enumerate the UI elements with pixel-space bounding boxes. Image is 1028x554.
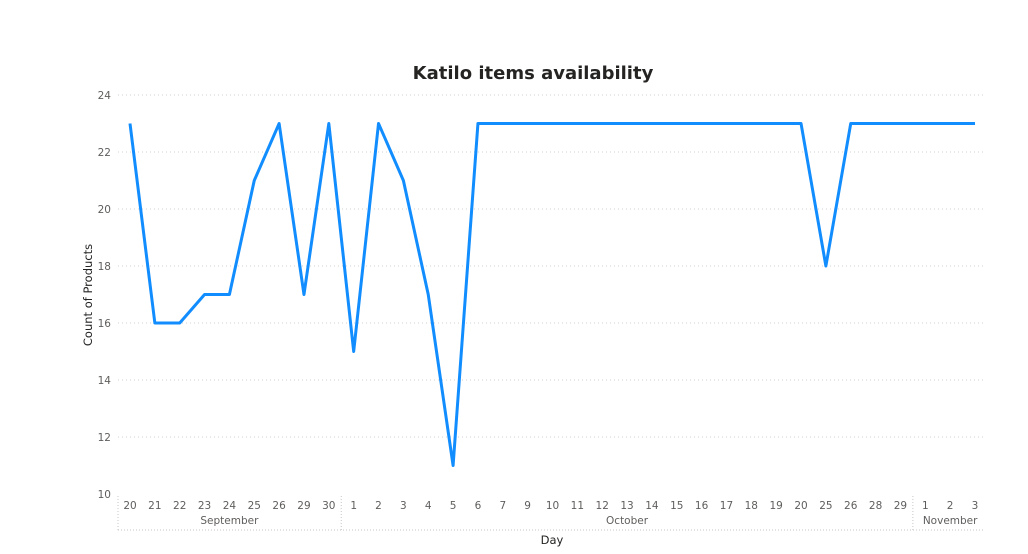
y-axis-ticks: 10 12 14 16 18 20 22 24 — [98, 90, 112, 501]
x-tick-label: 15 — [670, 500, 683, 512]
x-tick-label: 20 — [794, 500, 807, 512]
x-tick-label: 1 — [922, 500, 929, 512]
x-tick-label: 26 — [844, 500, 858, 512]
x-tick-label: 30 — [322, 500, 335, 512]
y-tick-label: 16 — [98, 318, 112, 330]
x-group-label: September — [200, 515, 259, 527]
y-tick-label: 10 — [98, 489, 111, 501]
y-tick-label: 24 — [98, 90, 112, 102]
x-group-label: October — [606, 515, 649, 527]
x-tick-label: 6 — [475, 500, 482, 512]
x-tick-label: 26 — [272, 500, 286, 512]
y-tick-label: 14 — [98, 375, 112, 387]
x-tick-label: 25 — [248, 500, 261, 512]
x-axis-label: Day — [541, 533, 564, 547]
x-tick-label: 19 — [769, 500, 782, 512]
x-tick-label: 17 — [720, 500, 733, 512]
x-tick-label: 2 — [375, 500, 382, 512]
x-tick-label: 24 — [223, 500, 237, 512]
x-tick-label: 4 — [425, 500, 432, 512]
x-tick-label: 22 — [173, 500, 186, 512]
gridlines — [118, 94, 985, 438]
y-axis-label: Count of Products — [81, 244, 95, 346]
x-axis-groups: September October November — [117, 496, 985, 531]
x-tick-label: 10 — [546, 500, 559, 512]
x-tick-label: 5 — [450, 500, 457, 512]
x-tick-label: 3 — [400, 500, 407, 512]
x-tick-label: 21 — [148, 500, 161, 512]
x-tick-label: 18 — [745, 500, 758, 512]
x-tick-label: 7 — [499, 500, 506, 512]
x-tick-label: 13 — [620, 500, 633, 512]
y-tick-label: 12 — [98, 432, 111, 444]
x-tick-label: 16 — [695, 500, 709, 512]
chart-title: Katilo items availability — [413, 63, 654, 84]
x-tick-label: 23 — [198, 500, 211, 512]
y-tick-label: 18 — [98, 261, 111, 273]
y-tick-label: 20 — [98, 204, 111, 216]
x-tick-label: 29 — [297, 500, 310, 512]
x-tick-label: 12 — [596, 500, 609, 512]
x-tick-label: 11 — [571, 500, 584, 512]
x-tick-label: 28 — [869, 500, 882, 512]
x-tick-label: 14 — [645, 500, 659, 512]
y-tick-label: 22 — [98, 147, 111, 159]
x-tick-label: 1 — [350, 500, 357, 512]
x-tick-label: 9 — [524, 500, 531, 512]
x-tick-label: 25 — [819, 500, 832, 512]
x-axis-ticks: 20 21 22 23 24 25 26 29 30 1 2 3 4 5 6 7 9 10 11 12 13 14 15 16… — [123, 500, 978, 512]
x-tick-label: 29 — [894, 500, 907, 512]
x-tick-label: 3 — [972, 500, 979, 512]
series-line — [128, 122, 975, 467]
x-group-label: November — [923, 515, 978, 527]
x-tick-label: 2 — [947, 500, 954, 512]
x-tick-label: 20 — [123, 500, 136, 512]
